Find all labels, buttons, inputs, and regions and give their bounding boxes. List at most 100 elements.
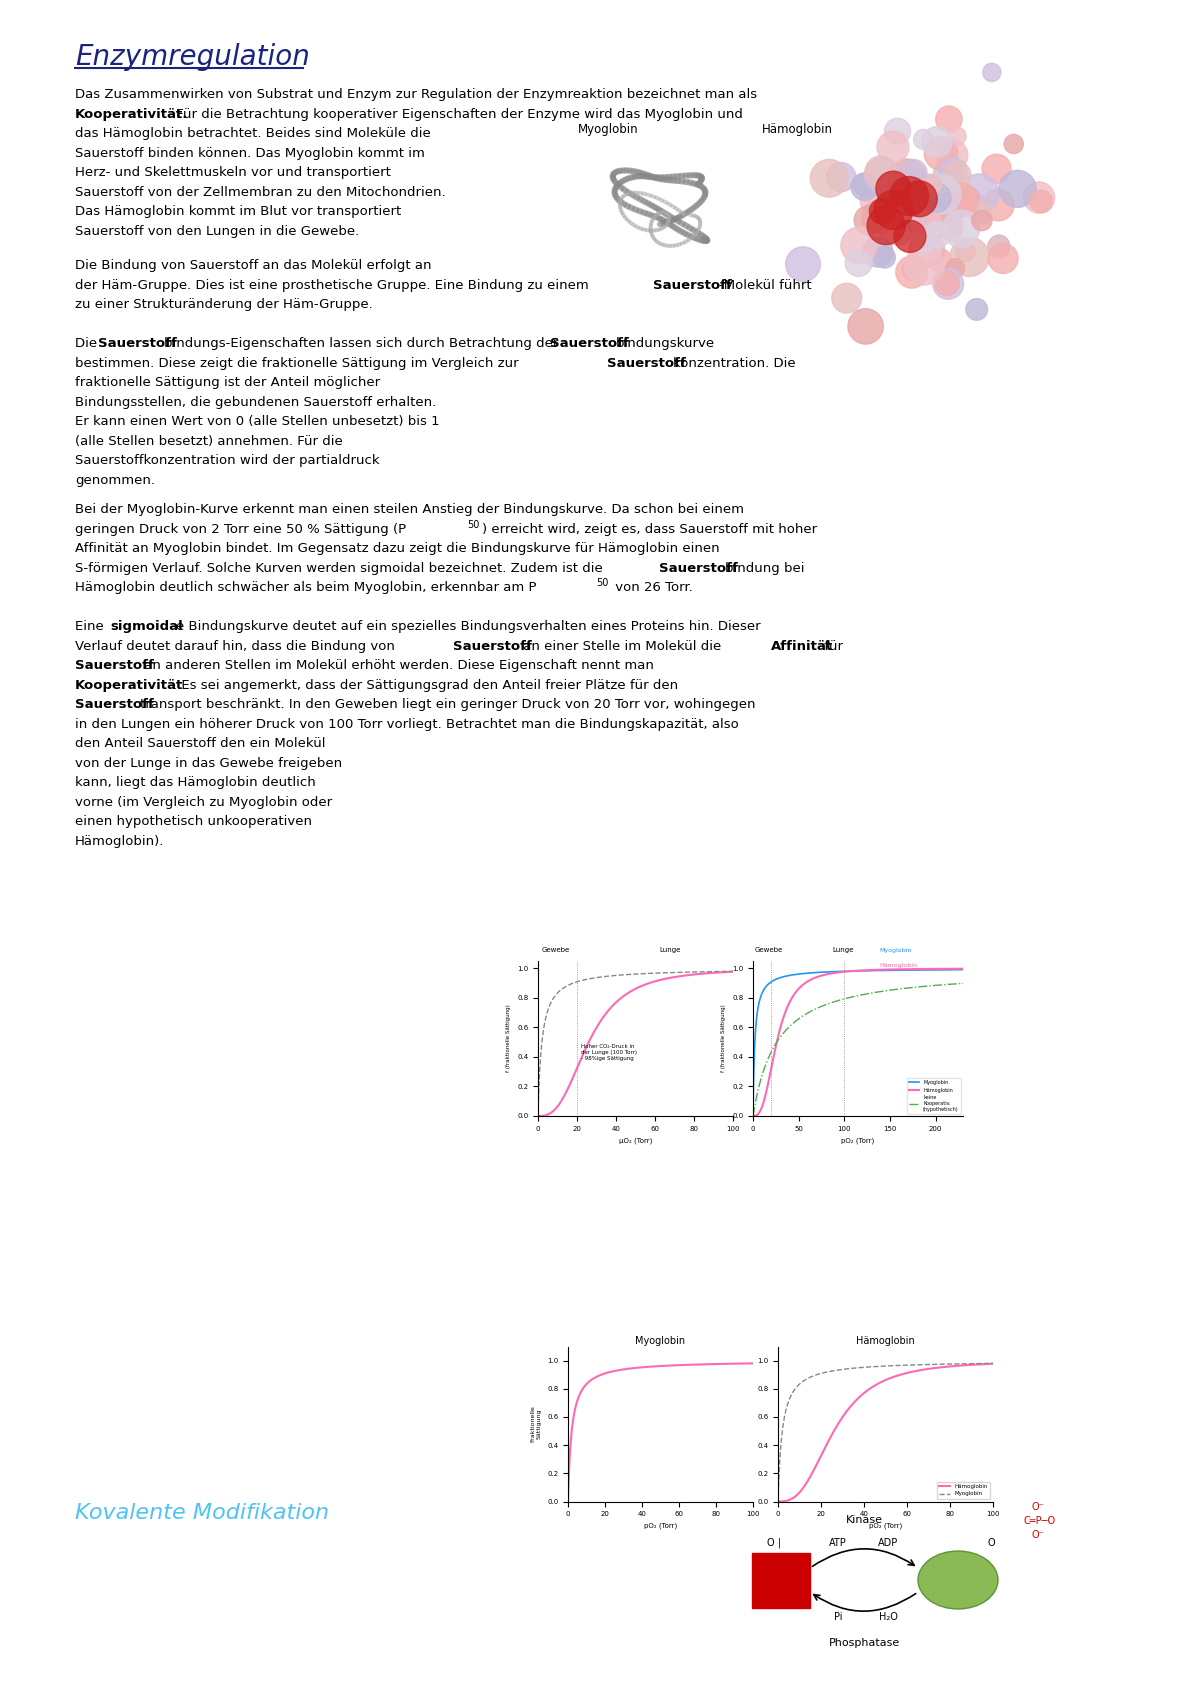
keine
Kooperativ.
(hypothetisch) — [956, 973, 971, 993]
Circle shape — [989, 234, 1009, 256]
Hämoglobin — [918, 959, 932, 980]
Circle shape — [905, 246, 944, 285]
Text: Enzymregulation: Enzymregulation — [74, 42, 310, 71]
Text: Kovalente Modifikation: Kovalente Modifikation — [74, 1503, 329, 1523]
Text: Lunge: Lunge — [833, 947, 854, 953]
Text: C═P─O: C═P─O — [1024, 1516, 1056, 1527]
Circle shape — [853, 173, 875, 195]
Text: O |: O | — [767, 1537, 781, 1549]
Text: Kooperativität: Kooperativität — [74, 679, 184, 691]
Text: ) erreicht wird, zeigt es, dass Sauerstoff mit hoher: ) erreicht wird, zeigt es, dass Sauersto… — [482, 523, 817, 535]
Circle shape — [914, 192, 950, 228]
Circle shape — [924, 138, 958, 170]
Circle shape — [901, 180, 934, 212]
Circle shape — [901, 182, 937, 217]
Myoglobin — [770, 1491, 785, 1511]
Circle shape — [924, 221, 950, 248]
Circle shape — [912, 211, 942, 239]
Hämoglobin — [530, 1105, 545, 1126]
Text: Myoglobin: Myoglobin — [578, 122, 638, 136]
Circle shape — [878, 209, 914, 245]
Hämoglobin — [902, 1362, 917, 1382]
Text: Sauerstoff: Sauerstoff — [659, 562, 738, 574]
Circle shape — [955, 241, 976, 261]
Y-axis label: f (fraktionelle Sättigung): f (fraktionelle Sättigung) — [721, 1005, 726, 1073]
Circle shape — [923, 175, 942, 195]
Circle shape — [922, 175, 961, 214]
Circle shape — [960, 173, 1000, 214]
Line: Hämoglobin: Hämoglobin — [754, 970, 964, 1116]
Hämoglobin — [952, 1355, 966, 1375]
Text: Hämoglobin: Hämoglobin — [762, 122, 833, 136]
Myoglobin — [871, 961, 886, 981]
Myoglobin — [902, 1355, 917, 1375]
Circle shape — [913, 129, 934, 149]
Circle shape — [918, 236, 942, 260]
Text: Herz- und Skelettmuskeln vor und transportiert: Herz- und Skelettmuskeln vor und transpo… — [74, 166, 391, 178]
Text: Das Zusammenwirken von Substrat und Enzym zur Regulation der Enzymreaktion bezei: Das Zusammenwirken von Substrat und Enzy… — [74, 88, 757, 100]
Text: Die Bindung von Sauerstoff an das Molekül erfolgt an: Die Bindung von Sauerstoff an das Molekü… — [74, 260, 432, 272]
Text: Eine: Eine — [74, 620, 108, 633]
Text: geringen Druck von 2 Torr eine 50 % Sättigung (P: geringen Druck von 2 Torr eine 50 % Sätt… — [74, 523, 406, 535]
Circle shape — [988, 236, 1009, 258]
Circle shape — [863, 236, 893, 267]
Text: O: O — [988, 1538, 996, 1549]
Circle shape — [894, 221, 926, 253]
Hämoglobin — [726, 961, 740, 981]
Text: ADP: ADP — [878, 1538, 898, 1549]
Myoglobin — [918, 959, 932, 980]
Text: sigmoidal: sigmoidal — [110, 620, 182, 633]
Line: Myoglobin: Myoglobin — [778, 1363, 994, 1501]
Text: Lunge: Lunge — [659, 947, 680, 953]
Text: H₂O: H₂O — [878, 1611, 898, 1622]
Text: O⁻: O⁻ — [1032, 1530, 1045, 1540]
Myoglobin — [772, 1470, 786, 1491]
Circle shape — [854, 205, 883, 234]
Circle shape — [937, 214, 962, 239]
Text: zu einer Strukturänderung der Häm-Gruppe.: zu einer Strukturänderung der Häm-Gruppe… — [74, 299, 373, 311]
Circle shape — [865, 156, 898, 188]
Text: das Hämoglobin betrachtet. Beides sind Moleküle die: das Hämoglobin betrachtet. Beides sind M… — [74, 127, 431, 139]
Myoglobin — [950, 959, 965, 980]
Text: bestimmen. Diese zeigt die fraktionelle Sättigung im Vergleich zur: bestimmen. Diese zeigt die fraktionelle … — [74, 357, 523, 370]
Hämoglobin — [532, 1105, 546, 1126]
Text: Sauerstoff: Sauerstoff — [74, 659, 154, 672]
Text: Er kann einen Wert von 0 (alle Stellen unbesetzt) bis 1: Er kann einen Wert von 0 (alle Stellen u… — [74, 414, 439, 428]
Text: Phosphatase: Phosphatase — [828, 1639, 900, 1649]
Text: für: für — [820, 640, 842, 652]
Circle shape — [934, 160, 964, 190]
Circle shape — [982, 155, 1012, 183]
Circle shape — [962, 194, 988, 217]
Circle shape — [929, 250, 952, 272]
Circle shape — [972, 211, 992, 231]
Circle shape — [832, 284, 862, 312]
Circle shape — [1030, 190, 1052, 212]
keine
Kooperativ.
(hypothetisch) — [745, 1105, 761, 1126]
Text: in den Lungen ein höherer Druck von 100 Torr vorliegt. Betrachtet man die Bindun: in den Lungen ein höherer Druck von 100 … — [74, 718, 739, 730]
Hämoglobin — [899, 1363, 913, 1384]
Legend: Myoglobin, Hämoglobin, keine
Kooperativ.
(hypothetisch): Myoglobin, Hämoglobin, keine Kooperativ.… — [907, 1078, 960, 1114]
Circle shape — [944, 161, 971, 188]
Text: Für die Betrachtung kooperativer Eigenschaften der Enzyme wird das Myoglobin und: Für die Betrachtung kooperativer Eigensc… — [172, 107, 743, 121]
Circle shape — [902, 260, 922, 280]
Text: Hämoglobin).: Hämoglobin). — [74, 834, 164, 847]
Text: kann, liegt das Hämoglobin deutlich: kann, liegt das Hämoglobin deutlich — [74, 776, 316, 790]
Circle shape — [937, 139, 968, 171]
Text: ATP: ATP — [829, 1538, 847, 1549]
Circle shape — [952, 185, 979, 212]
Text: Sauerstoff von den Lungen in die Gewebe.: Sauerstoff von den Lungen in die Gewebe. — [74, 224, 359, 238]
Circle shape — [922, 183, 952, 212]
X-axis label: μO₂ (Torr): μO₂ (Torr) — [619, 1138, 652, 1144]
Circle shape — [868, 207, 905, 245]
Text: Sauerstoff: Sauerstoff — [653, 278, 732, 292]
Circle shape — [906, 199, 944, 238]
Hämoglobin — [847, 961, 862, 981]
Title: Hämoglobin: Hämoglobin — [856, 1336, 914, 1347]
Text: Kooperativität.: Kooperativität. — [74, 107, 188, 121]
Circle shape — [876, 171, 911, 205]
Line: Hämoglobin: Hämoglobin — [778, 1363, 994, 1501]
Text: Sauerstoff: Sauerstoff — [607, 357, 686, 370]
Text: fraktionelle Sättigung ist der Anteil möglicher: fraktionelle Sättigung ist der Anteil mö… — [74, 375, 380, 389]
Circle shape — [876, 182, 917, 222]
Circle shape — [940, 158, 967, 185]
